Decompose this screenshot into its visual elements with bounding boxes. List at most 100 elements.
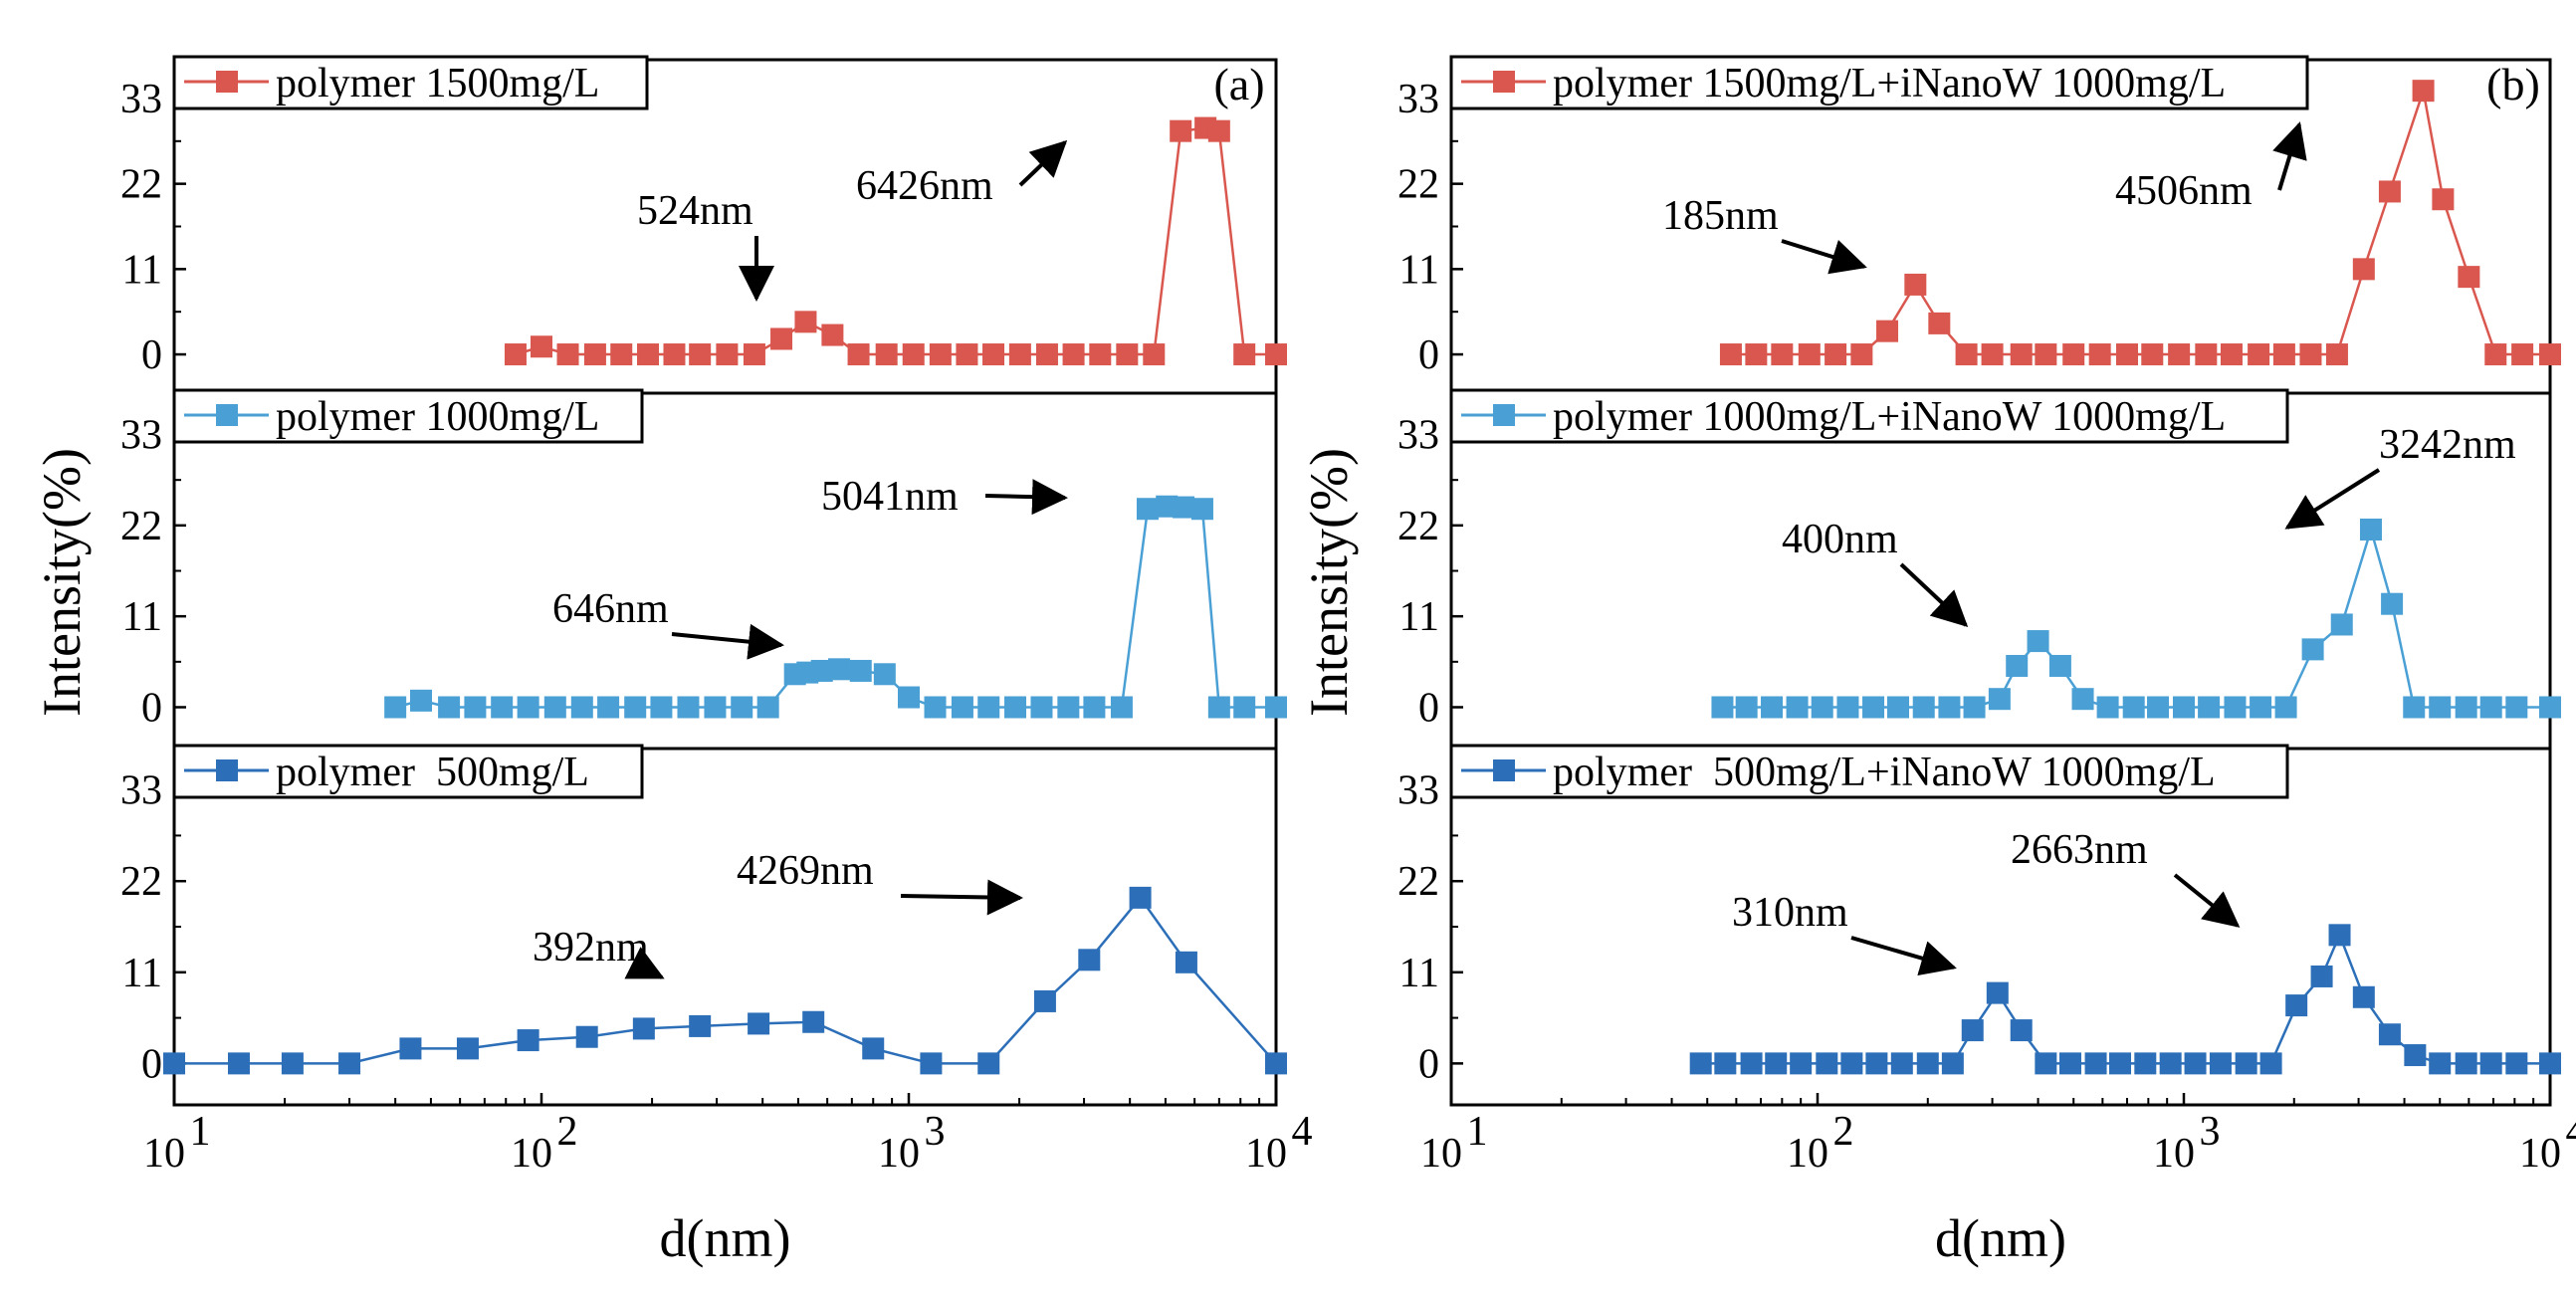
data-point xyxy=(1904,273,1927,296)
legend-label: polymer 500mg/L+iNanoW 1000mg/L xyxy=(1553,750,2216,795)
data-point xyxy=(2511,343,2534,366)
data-point xyxy=(1190,498,1213,521)
data-point xyxy=(1890,1052,1913,1075)
data-point xyxy=(163,1052,185,1075)
data-point xyxy=(1961,1019,1984,1042)
data-point xyxy=(456,1037,479,1060)
data-point xyxy=(1840,1052,1863,1075)
data-point xyxy=(2479,1052,2502,1075)
data-point xyxy=(873,663,896,686)
y-tick-label: 22 xyxy=(120,162,162,208)
subplot-1: 0 11 22 33 polymer 1500mg/L 524nm 6426nm xyxy=(120,55,1287,395)
y-tick-label: 0 xyxy=(141,685,162,731)
data-point xyxy=(2352,985,2375,1008)
data-point xyxy=(2010,1019,2033,1042)
data-point xyxy=(1761,696,1784,719)
y-tick-label: 33 xyxy=(120,77,162,122)
data-point xyxy=(2141,343,2164,366)
x-tick-exponent: 4 xyxy=(1292,1109,1313,1155)
data-point xyxy=(802,1010,825,1033)
data-point xyxy=(2147,696,2170,719)
panel-label: (a) xyxy=(1213,59,1264,109)
data-point xyxy=(2035,1052,2057,1075)
data-point xyxy=(849,659,872,682)
y-tick-label: 22 xyxy=(120,859,162,905)
data-point xyxy=(1129,886,1152,909)
data-point xyxy=(2429,696,2452,719)
subplot-frame xyxy=(172,391,1278,751)
data-point xyxy=(920,1052,943,1075)
y-tick-label: 0 xyxy=(1418,1041,1439,1087)
data-point xyxy=(902,343,925,366)
data-point xyxy=(1745,343,1768,366)
data-point xyxy=(281,1052,304,1075)
data-point xyxy=(2048,654,2071,677)
annotation-label: 646nm xyxy=(552,586,669,632)
data-point xyxy=(2168,343,2191,366)
data-point xyxy=(1136,498,1159,521)
data-point xyxy=(810,659,833,682)
legend-label: polymer 1500mg/L+iNanoW 1000mg/L xyxy=(1553,61,2226,107)
data-point xyxy=(924,696,947,719)
data-point xyxy=(847,343,870,366)
x-tick-exponent: 2 xyxy=(557,1109,578,1155)
data-point xyxy=(2173,696,2195,719)
y-tick-label: 22 xyxy=(1397,859,1439,905)
subplot-3: 0 11 22 33 polymer 500mg/L 392nm 4269nm xyxy=(120,744,1287,1107)
data-point xyxy=(2084,1052,2107,1075)
y-tick-label: 11 xyxy=(1399,594,1439,640)
data-point xyxy=(2352,258,2375,281)
data-point xyxy=(2096,696,2119,719)
annotation-label: 392nm xyxy=(533,925,649,971)
data-point xyxy=(2250,696,2272,719)
data-point xyxy=(1988,688,2011,711)
series-line xyxy=(174,895,1277,1065)
legend-box xyxy=(1449,744,2289,799)
annotation-label: 310nm xyxy=(1732,890,1848,936)
data-point xyxy=(2122,696,2145,719)
data-point xyxy=(1876,320,1899,342)
data-point xyxy=(438,696,461,719)
data-point xyxy=(597,696,620,719)
data-point xyxy=(610,343,633,366)
data-point xyxy=(1816,1052,1838,1075)
data-point xyxy=(2429,1052,2452,1075)
data-point xyxy=(1057,696,1080,719)
data-point xyxy=(1265,1052,1287,1075)
x-tick-exponent: 1 xyxy=(190,1109,211,1155)
annotation-arrow xyxy=(671,623,784,660)
data-point xyxy=(517,1029,539,1052)
data-point xyxy=(2108,1052,2131,1075)
data-point xyxy=(2224,696,2247,719)
data-point xyxy=(1233,696,1256,719)
data-point xyxy=(898,686,920,709)
y-tick-label: 22 xyxy=(1397,504,1439,549)
x-tick-label: 10 xyxy=(1787,1131,1828,1177)
data-point xyxy=(1735,696,1758,719)
data-point xyxy=(1938,696,1961,719)
y-tick-label: 33 xyxy=(1397,413,1439,459)
x-tick-label: 10 xyxy=(1420,1131,1462,1177)
data-point xyxy=(2458,266,2480,289)
data-point xyxy=(2301,638,2324,661)
data-point xyxy=(2299,343,2322,366)
data-point xyxy=(531,335,552,358)
data-point xyxy=(2272,343,2295,366)
legend: polymer 1500mg/L xyxy=(172,55,649,110)
data-point xyxy=(1265,696,1287,719)
legend-marker xyxy=(216,71,238,93)
data-point xyxy=(862,1037,885,1060)
data-point xyxy=(1156,495,1179,518)
series-line xyxy=(515,126,1276,356)
data-point xyxy=(491,696,514,719)
data-point xyxy=(1175,951,1197,973)
x-axis-title: d(nm) xyxy=(660,1208,791,1268)
data-point xyxy=(875,343,898,366)
data-point xyxy=(2035,343,2057,366)
y-tick-label: 11 xyxy=(122,951,162,996)
data-point xyxy=(689,1014,712,1037)
data-point xyxy=(1916,1052,1939,1075)
data-point xyxy=(1790,1052,1813,1075)
data-point xyxy=(1078,949,1101,972)
data-point xyxy=(2539,343,2561,366)
